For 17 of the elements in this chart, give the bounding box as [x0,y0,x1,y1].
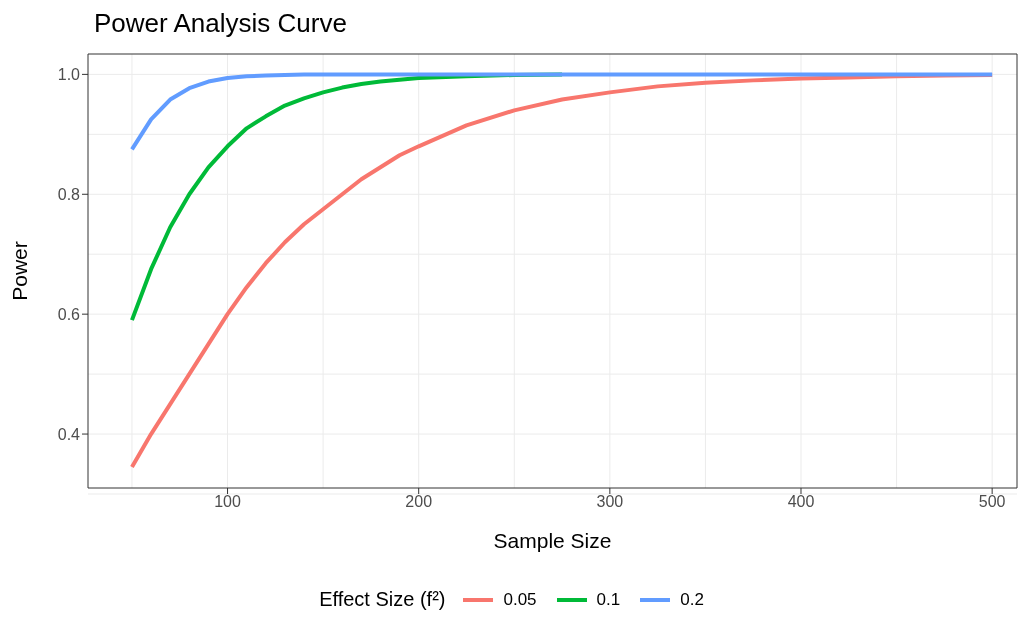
y-tick-label: 0.6 [57,305,81,323]
x-tick-label: 100 [214,493,241,511]
chart-title: Power Analysis Curve [93,8,348,40]
x-tick-label: 500 [978,493,1006,511]
legend-label: 0.05 [503,589,537,610]
legend-label: 0.2 [680,589,704,610]
x-tick-label: 300 [596,493,624,511]
y-tick-label: 1.0 [57,66,81,84]
y-axis-title: Power [8,241,32,301]
legend-label: 0.1 [596,589,621,610]
y-tick-label: 0.4 [57,425,81,443]
x-tick-label: 400 [787,493,815,511]
legend-title: Effect Size (f²) [319,588,446,611]
y-tick-label: 0.8 [57,185,81,203]
x-tick-label: 200 [405,493,433,511]
x-axis-title: Sample Size [493,529,612,552]
line-series [129,72,995,152]
